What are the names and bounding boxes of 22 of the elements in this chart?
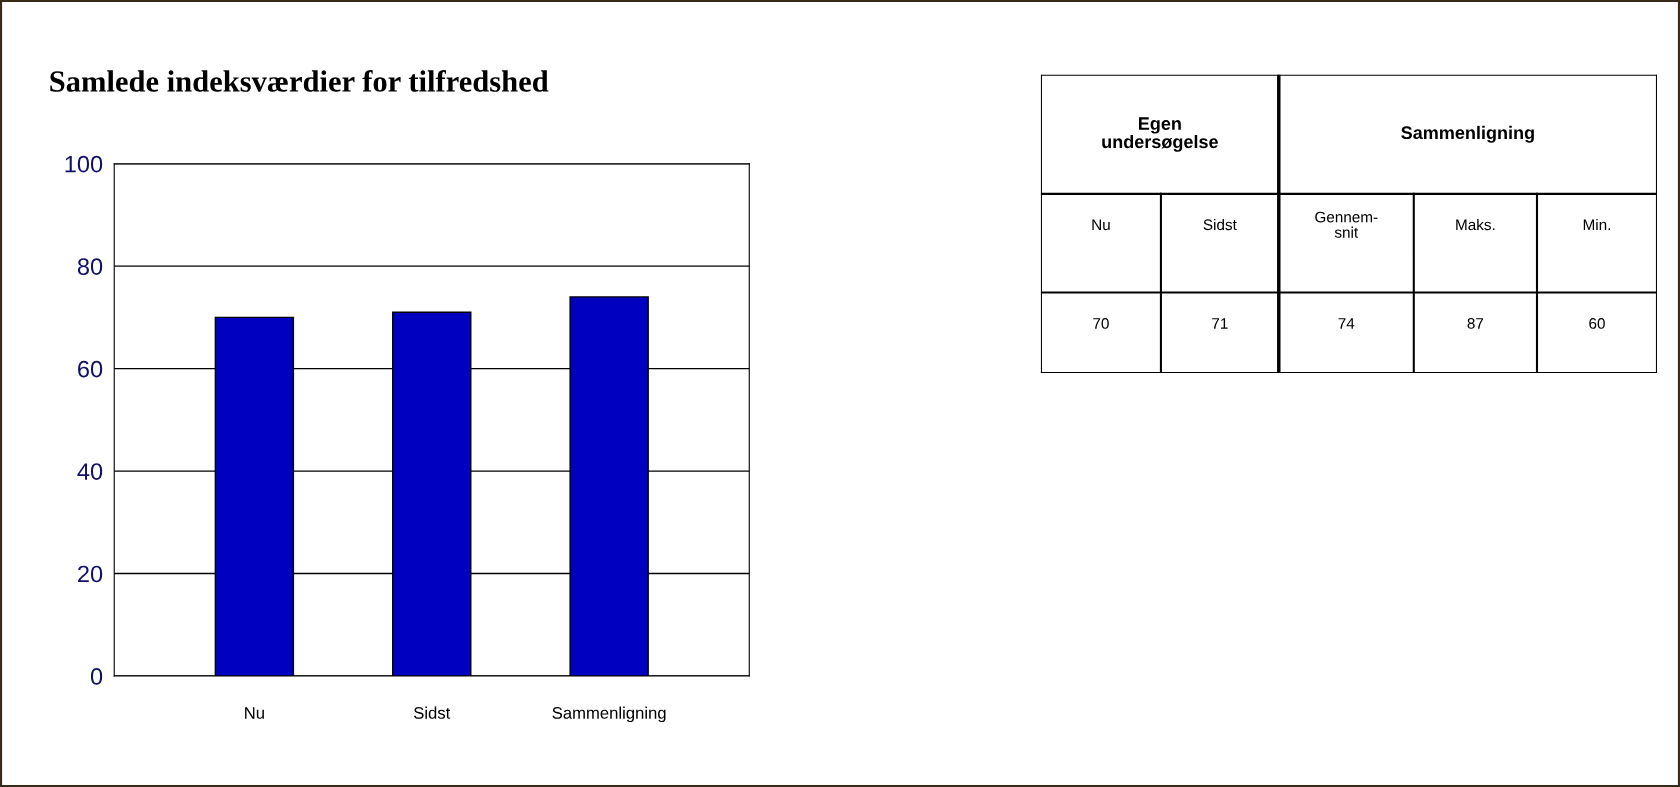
y-tick-label: 80 [77,258,103,275]
text: 70 [1093,318,1109,329]
text: Nu [1092,219,1110,231]
text: Maks. [1456,218,1495,231]
text: 74 [1338,318,1355,329]
text: 71 [1212,318,1228,329]
x-tick-label: Sammenligning [552,706,666,723]
text: Gennem- snit [1315,211,1378,238]
y-tick-label: 100 [65,155,103,173]
text: Min. [1583,218,1611,230]
text: 60 [1589,318,1605,329]
text: Sidst [1203,218,1237,231]
y-tick-label: 60 [78,360,103,378]
text: Sammenligning [1401,125,1534,143]
x-tick-label: Sidst [413,706,451,719]
y-tick-label: 20 [78,565,103,583]
y-tick-label: 0 [90,668,103,685]
text: 87 [1467,318,1484,329]
x-tick-label: Nu [245,707,264,719]
y-tick-label: 40 [77,463,103,480]
text: Egen undersøgelse [1102,117,1218,152]
chart-title: Samlede indeksværdier for tilfredshed [50,70,549,92]
